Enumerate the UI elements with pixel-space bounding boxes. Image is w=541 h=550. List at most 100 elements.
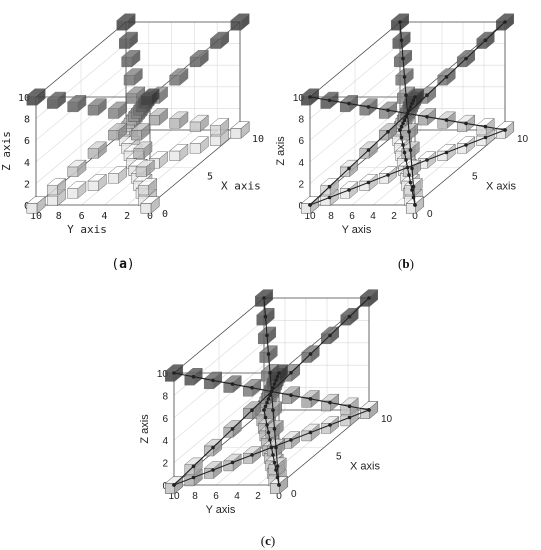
- trajectory-point: [404, 93, 408, 97]
- z-tick-label: 10: [18, 93, 30, 104]
- voxel-cube: [230, 121, 250, 139]
- voxel-cube: [66, 94, 87, 113]
- trajectory-point: [268, 371, 272, 375]
- x-tick-label: 10: [381, 414, 393, 425]
- trajectory-point: [399, 135, 404, 140]
- trajectory-point: [327, 184, 332, 189]
- y-tick-label: 2: [255, 491, 261, 502]
- trajectory-point: [408, 148, 413, 152]
- trajectory-point: [277, 371, 281, 375]
- voxel-cube: [148, 108, 169, 126]
- trajectory-point: [265, 423, 269, 427]
- trajectory-point: [347, 415, 352, 420]
- x-tick-label: 5: [472, 172, 478, 183]
- trajectory-point: [347, 166, 351, 171]
- trajectory-point: [410, 166, 414, 171]
- trajectory-point: [408, 180, 413, 185]
- trajectory-point: [272, 427, 277, 431]
- trajectory-point: [464, 121, 468, 126]
- trajectory-point: [386, 130, 390, 134]
- trajectory-point: [410, 101, 414, 106]
- voxel-cube: [254, 289, 274, 307]
- voxel-cube: [140, 196, 160, 214]
- voxel-cube: [189, 49, 210, 68]
- voxel-cube: [339, 94, 359, 113]
- y-tick-label: 2: [124, 211, 130, 222]
- voxel-cube: [476, 117, 495, 136]
- x-axis-label: X axis: [350, 461, 380, 473]
- trajectory-point: [191, 464, 196, 469]
- voxel-cube: [300, 196, 320, 214]
- x-tick-label: 5: [336, 452, 342, 463]
- trajectory-point: [211, 468, 215, 472]
- trajectory-point: [327, 195, 332, 200]
- voxel-cube: [378, 101, 398, 119]
- x-tick-label: 5: [207, 172, 213, 183]
- voxel-cube: [66, 159, 87, 178]
- trajectory-point: [413, 203, 417, 207]
- voxel-cube: [495, 121, 515, 139]
- y-axis-label: Y axis: [67, 223, 107, 236]
- trajectory-point: [230, 382, 235, 386]
- voxel-cube: [130, 123, 151, 141]
- x-tick-label: 0: [291, 489, 297, 500]
- trajectory-point: [347, 188, 351, 192]
- trajectory-point: [407, 173, 411, 177]
- trajectory-point: [308, 397, 313, 401]
- trajectory-point: [263, 314, 268, 319]
- voxel-cube: [269, 364, 289, 382]
- trajectory-point: [289, 393, 293, 398]
- trajectory-point: [172, 483, 176, 487]
- trajectory-point: [265, 400, 269, 405]
- y-tick-label: 10: [168, 491, 180, 502]
- trajectory-point: [386, 108, 390, 112]
- z-tick-label: 8: [162, 391, 168, 402]
- trajectory-point: [275, 374, 280, 379]
- voxel-cube: [168, 111, 189, 129]
- voxel-cube: [87, 173, 108, 192]
- voxel-cube: [437, 111, 456, 129]
- trajectory-point: [230, 460, 235, 465]
- trajectory-point: [425, 158, 429, 162]
- voxel-cube: [137, 177, 158, 196]
- x-tick-label: 10: [517, 134, 529, 145]
- voxel-cube: [118, 31, 139, 50]
- trajectory-point: [266, 397, 271, 401]
- y-tick-label: 0: [276, 491, 282, 502]
- voxel-cube: [120, 49, 141, 68]
- voxel-cube: [46, 91, 67, 110]
- trajectory-point: [503, 128, 507, 132]
- z-tick-label: 10: [157, 369, 169, 380]
- voxel-cube: [359, 98, 378, 116]
- voxel-cube: [340, 397, 359, 416]
- trajectory-point: [263, 404, 268, 409]
- voxel-cube: [140, 88, 160, 106]
- voxel-cube: [168, 68, 189, 86]
- trajectory-point: [367, 296, 371, 300]
- trajectory-point: [250, 453, 254, 457]
- z-tick-label: 2: [162, 459, 168, 470]
- voxel-cube: [456, 114, 476, 133]
- trajectory-point: [386, 173, 390, 177]
- trajectory-point: [274, 445, 278, 450]
- voxel-cube: [107, 166, 128, 184]
- trajectory-point: [366, 180, 371, 185]
- trajectory-point: [483, 124, 488, 129]
- trajectories: [172, 296, 371, 487]
- y-tick-label: 8: [192, 491, 198, 502]
- trajectory-point: [402, 150, 407, 155]
- trajectory-point: [271, 453, 275, 457]
- trajectory-point: [263, 415, 268, 420]
- trajectory-point: [503, 20, 507, 24]
- voxel-cube: [132, 141, 153, 159]
- trajectory-point: [366, 148, 371, 152]
- y-tick-label: 2: [391, 211, 397, 222]
- y-tick-label: 10: [304, 211, 316, 222]
- voxel-cube: [320, 393, 340, 412]
- trajectory-point: [399, 38, 404, 43]
- trajectory-point: [308, 203, 312, 207]
- trajectory-point: [402, 75, 407, 79]
- trajectory-point: [483, 38, 488, 43]
- x-axis-label: X axis: [486, 181, 516, 193]
